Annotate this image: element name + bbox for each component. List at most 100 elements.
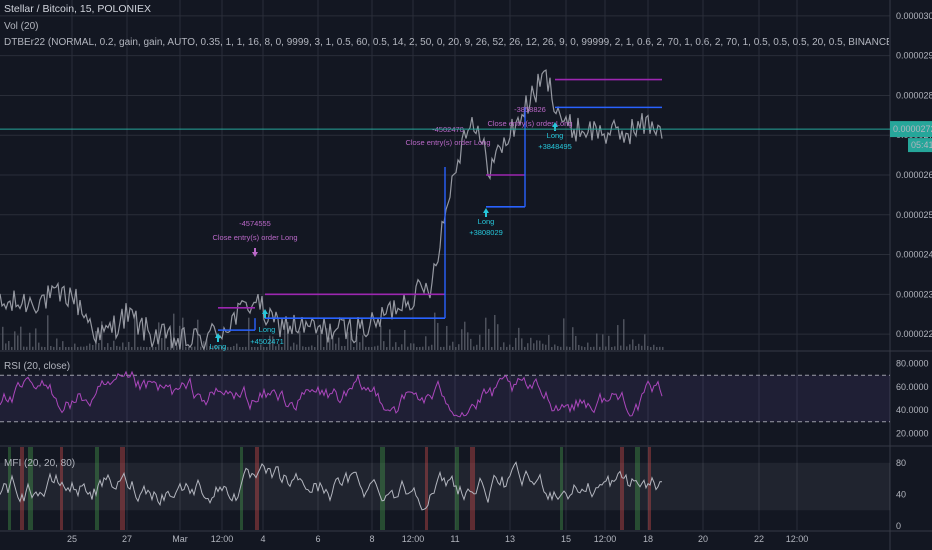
trade-label: Close entry(s) order Long [405,138,490,147]
time-tick-label: 12:00 [402,534,425,544]
volume-bar [596,333,598,350]
volume-bar [134,314,136,350]
volume-bar [614,346,616,350]
price-tick-label: 0.00002900 [896,51,932,61]
volume-indicator-title[interactable]: Vol (20) [4,21,39,32]
rsi-line [0,370,663,418]
trade-label: Close entry(s) order Long [487,119,572,128]
volume-bar [623,319,625,350]
volume-bar [542,343,544,350]
volume-bar [488,328,490,350]
volume-bar [449,345,451,350]
volume-bar [491,346,493,350]
volume-bar [512,346,514,350]
volume-bar [62,341,64,350]
volume-bar [110,347,112,350]
volume-bar [530,337,532,350]
volume-bar [182,317,184,350]
volume-bar [5,343,7,350]
volume-bar [26,346,28,350]
long-entry-arrow [483,208,489,217]
volume-bar [236,343,238,350]
volume-bar [581,346,583,350]
mfi-indicator-title[interactable]: MFI (20, 20, 80) [4,458,76,469]
volume-bar [647,345,649,350]
volume-bar [128,341,130,350]
volume-bar [290,346,292,350]
volume-bar [560,346,562,350]
volume-bar [374,346,376,350]
volume-bar [215,345,217,350]
volume-bar [35,328,37,350]
volume-bar [401,344,403,350]
volume-bar [152,347,154,350]
time-tick-label: 12:00 [786,534,809,544]
volume-bar [482,346,484,350]
volume-bar [2,326,4,350]
time-tick-label: 4 [260,534,265,544]
volume-bar [638,343,640,350]
volume-bar [446,325,448,350]
volume-bar [143,347,145,350]
volume-bar [554,344,556,350]
rsi-tick-label: 40.0000 [896,405,929,415]
volume-bar [293,342,295,350]
volume-bar [227,346,229,350]
price-tick-label: 0.00003000 [896,11,932,21]
volume-bar [230,347,232,350]
volume-bar [137,346,139,350]
time-tick-label: 27 [122,534,132,544]
volume-bar [212,345,214,350]
volume-bar [311,345,313,350]
volume-bar [452,341,454,350]
time-tick-label: 12:00 [594,534,617,544]
volume-bar [428,346,430,350]
volume-bar [338,337,340,350]
volume-bar [350,331,352,350]
rsi-tick-label: 20.0000 [896,428,929,438]
time-tick-label: 12:00 [211,534,234,544]
volume-bar [395,342,397,350]
volume-bar [71,346,73,350]
volume-bar [194,346,196,350]
time-tick-label: Mar [172,534,188,544]
volume-bar [302,346,304,350]
volume-bar [599,346,601,350]
volume-bar [407,346,409,350]
countdown-label: 05:41 [911,140,932,150]
mfi-tick-label: 0 [896,521,901,531]
volume-bar [263,346,265,350]
volume-bar [299,331,301,350]
volume-bar [161,338,163,350]
volume-bar [284,326,286,350]
mfi-extreme-highlight [380,447,385,530]
volume-bar [590,346,592,350]
volume-bar [413,343,415,350]
volume-bar [458,344,460,350]
volume-bar [191,346,193,350]
rsi-indicator-title[interactable]: RSI (20, close) [4,361,71,372]
mfi-extreme-highlight [60,447,63,530]
volume-bar [575,335,577,350]
time-tick-label: 6 [315,534,320,544]
volume-bar [467,332,469,350]
strategy-indicator-title[interactable]: DTBEr22 (NORMAL, 0.2, gain, gain, AUTO, … [4,37,889,48]
volume-bar [173,313,175,350]
volume-bar [224,346,226,350]
volume-bar [533,343,535,350]
volume-bar [617,325,619,350]
volume-bar [245,346,247,350]
volume-bar [158,322,160,350]
volume-bar [20,326,22,350]
volume-bar [359,342,361,350]
volume-bar [107,343,109,350]
price-tick-label: 0.00002200 [896,329,932,339]
mfi-extreme-highlight [120,447,125,530]
volume-bar [455,346,457,350]
volume-bar [653,344,655,350]
volume-bar [257,346,259,350]
mfi-extreme-highlight [635,447,640,530]
volume-bar [620,345,622,350]
volume-bar [572,327,574,350]
